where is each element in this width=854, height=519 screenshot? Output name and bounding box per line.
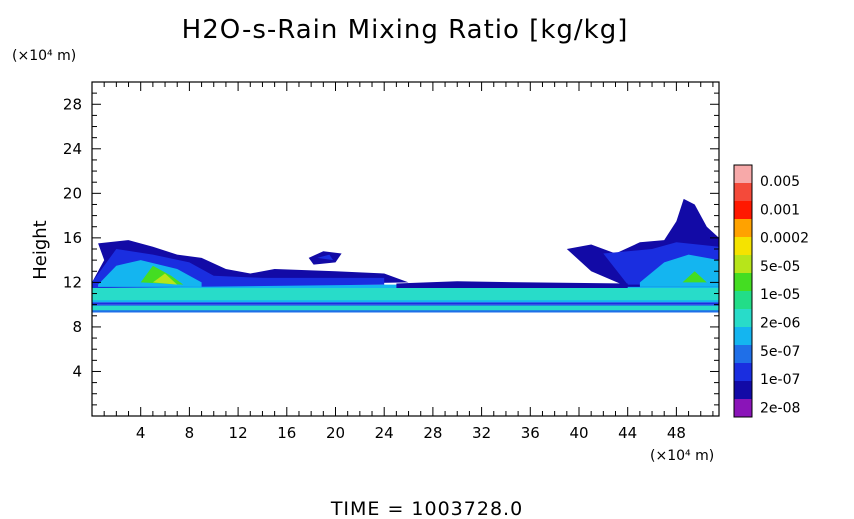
colorbar-label: 5e-05 — [760, 259, 800, 275]
colorbar-label: 1e-05 — [760, 287, 800, 303]
colorbar-swatch — [734, 309, 752, 327]
colorbar-swatch — [734, 183, 752, 201]
colorbar-label: 0.005 — [760, 174, 800, 190]
x-tick-label: 24 — [375, 424, 394, 442]
y-tick-label: 16 — [63, 229, 82, 247]
colorbar-swatch — [734, 345, 752, 363]
colorbar-swatch — [734, 399, 752, 417]
colorbar-swatch — [734, 327, 752, 345]
x-tick-label: 4 — [136, 424, 146, 442]
colorbar-swatch — [734, 201, 752, 219]
y-tick-label: 12 — [63, 273, 82, 291]
x-tick-label: 20 — [326, 424, 345, 442]
colorbar-label: 0.0002 — [760, 231, 809, 247]
x-tick-label: 12 — [229, 424, 248, 442]
x-tick-label: 28 — [423, 424, 442, 442]
colorbar-label: 5e-07 — [760, 344, 800, 360]
colorbar-swatch — [734, 273, 752, 291]
contour-region — [92, 288, 719, 301]
colorbar-swatch — [734, 219, 752, 237]
x-tick-label: 40 — [569, 424, 588, 442]
y-tick-label: 24 — [63, 140, 82, 158]
y-axis-title: Height — [30, 220, 51, 280]
plot-frame — [91, 81, 720, 417]
colorbar-swatch — [734, 363, 752, 381]
y-tick-label: 20 — [63, 184, 82, 202]
colorbar-label: 1e-07 — [760, 372, 800, 388]
y-tick-label: 28 — [63, 95, 82, 113]
contour-region — [92, 305, 719, 311]
colorbar-label: 2e-06 — [760, 316, 800, 332]
colorbar-label: 0.001 — [760, 202, 800, 218]
contour-region — [682, 271, 707, 283]
y-tick-label: 4 — [72, 362, 82, 380]
colorbar: 0.005 0.001 0.0002 5e-05 1e-05 2e-06 5e-07 1e-0… — [733, 164, 809, 418]
x-tick-label: 8 — [185, 424, 195, 442]
contour-region — [140, 265, 184, 285]
contour-region — [317, 254, 334, 261]
contour-region — [152, 273, 178, 285]
chart-title: H2O-s-Rain Mixing Ratio [kg/kg] — [182, 15, 629, 45]
x-tick-label: 32 — [472, 424, 491, 442]
x-axis: 4 8 12 16 20 24 28 32 36 40 44 48 — [103, 82, 714, 442]
y-unit-label: (×10⁴ m) — [12, 48, 76, 64]
contour-region — [92, 302, 719, 305]
colorbar-swatch — [734, 291, 752, 309]
colorbar-label: 2e-08 — [760, 400, 800, 416]
x-unit-label: (×10⁴ m) — [650, 448, 714, 464]
contour-regions — [92, 198, 719, 313]
x-tick-label: 48 — [667, 424, 686, 442]
x-tick-label: 44 — [618, 424, 637, 442]
y-axis: 4 8 12 16 20 24 28 — [63, 92, 719, 406]
colorbar-swatch — [734, 255, 752, 273]
contour-region — [396, 281, 628, 288]
y-tick-label: 8 — [72, 318, 82, 336]
time-label: TIME = 1003728.0 — [330, 498, 523, 519]
colorbar-swatch — [734, 165, 752, 183]
x-tick-label: 16 — [277, 424, 296, 442]
colorbar-swatch — [734, 237, 752, 255]
colorbar-frame — [733, 164, 753, 418]
colorbar-swatch — [734, 381, 752, 399]
x-tick-label: 36 — [521, 424, 540, 442]
